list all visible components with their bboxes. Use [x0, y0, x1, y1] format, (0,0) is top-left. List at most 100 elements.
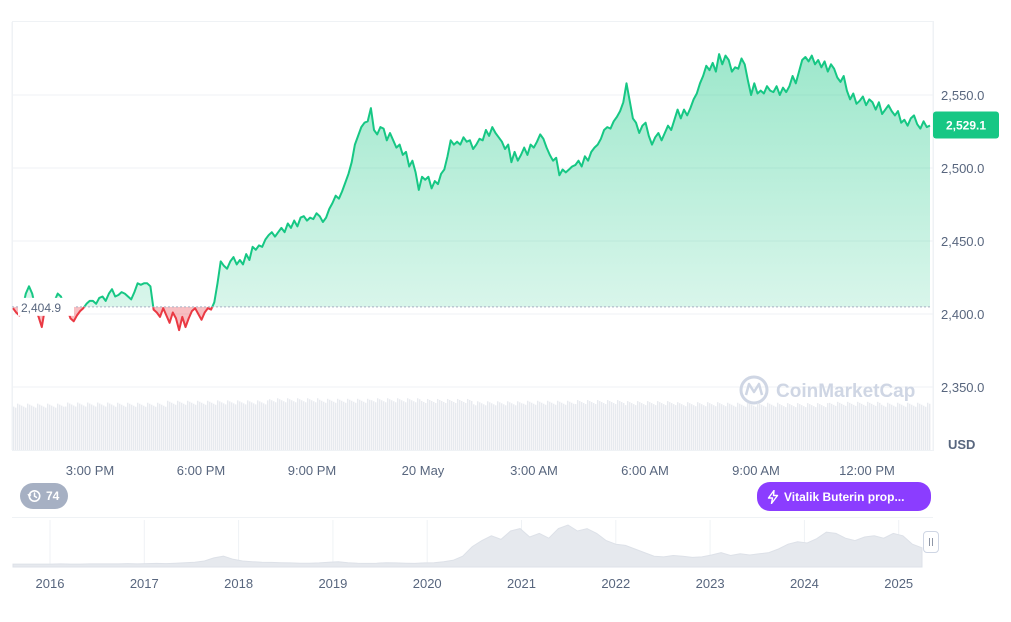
- volume-bar: [421, 400, 423, 450]
- volume-bar: [145, 406, 147, 450]
- volume-bar: [591, 402, 593, 450]
- volume-bar: [233, 403, 235, 450]
- volume-bar: [213, 403, 215, 450]
- volume-bar: [611, 402, 613, 450]
- volume-bar: [113, 405, 115, 450]
- volume-bar: [419, 399, 421, 450]
- volume-bar: [577, 400, 579, 450]
- volume-bar: [583, 403, 585, 450]
- volume-bar: [395, 402, 397, 450]
- volume-bar: [531, 402, 533, 450]
- volume-bar: [763, 405, 765, 450]
- volume-bar: [825, 407, 827, 450]
- volume-bar: [915, 406, 917, 450]
- volume-bar: [509, 402, 511, 450]
- volume-bar: [503, 404, 505, 450]
- volume-bar: [239, 401, 241, 450]
- volume-bar: [31, 405, 33, 450]
- volume-bar: [159, 403, 161, 450]
- volume-bar: [47, 403, 49, 450]
- volume-bar: [375, 402, 377, 450]
- volume-bar: [701, 404, 703, 450]
- volume-bar: [227, 400, 229, 450]
- volume-bar: [679, 403, 681, 450]
- volume-bar: [565, 404, 567, 450]
- volume-bar: [767, 402, 769, 450]
- volume-bar: [773, 405, 775, 450]
- volume-bar: [157, 402, 159, 450]
- volume-bar: [607, 400, 609, 450]
- volume-bar: [61, 405, 63, 450]
- volume-bar: [461, 400, 463, 450]
- volume-bar: [75, 406, 77, 450]
- volume-bar: [567, 400, 569, 450]
- volume-bar: [809, 404, 811, 450]
- volume-bar: [613, 403, 615, 450]
- volume-bar: [745, 406, 747, 450]
- volume-bar: [711, 404, 713, 450]
- volume-bar: [557, 400, 559, 450]
- overview-drag-handle[interactable]: [923, 531, 939, 553]
- volume-bar: [323, 401, 325, 450]
- overview-year-label: 2021: [507, 576, 536, 591]
- volume-bar: [357, 398, 359, 450]
- volume-bar: [673, 404, 675, 450]
- volume-bar: [205, 404, 207, 450]
- volume-bar: [367, 398, 369, 450]
- volume-bar: [295, 402, 297, 450]
- volume-bar: [785, 407, 787, 450]
- volume-bar: [245, 404, 247, 450]
- volume-bar: [927, 402, 929, 450]
- volume-bar: [445, 402, 447, 450]
- volume-bar: [581, 402, 583, 450]
- volume-bar: [377, 398, 379, 450]
- volume-bar: [517, 401, 519, 450]
- volume-bar: [437, 398, 439, 450]
- volume-bar: [163, 405, 165, 450]
- volume-bar: [827, 403, 829, 450]
- volume-bar: [917, 402, 919, 450]
- overview-navigator[interactable]: 2016 2017 2018 2019 2020 2021 2022 2023 2024 2025: [12, 517, 933, 592]
- volume-bar: [653, 404, 655, 450]
- history-badge[interactable]: 74: [20, 483, 69, 509]
- volume-bar: [95, 406, 97, 450]
- volume-bar: [481, 403, 483, 450]
- volume-bar: [539, 401, 541, 450]
- overview-year-label: 2019: [318, 576, 347, 591]
- volume-bar: [101, 404, 103, 450]
- volume-bar: [601, 402, 603, 450]
- volume-bar: [625, 405, 627, 450]
- volume-bar: [405, 402, 407, 450]
- volume-bar: [305, 402, 307, 450]
- volume-bar: [529, 401, 531, 450]
- volume-bar: [597, 400, 599, 450]
- volume-bar: [645, 405, 647, 450]
- volume-bar: [249, 401, 251, 450]
- volume-bar: [261, 402, 263, 450]
- volume-bar: [515, 405, 517, 450]
- volume-bar: [685, 406, 687, 450]
- volume-bar: [909, 403, 911, 450]
- volume-bar: [441, 400, 443, 450]
- volume-bar: [533, 403, 535, 450]
- volume-bar: [351, 400, 353, 450]
- volume-bar: [913, 405, 915, 450]
- volume-bar: [21, 405, 23, 450]
- volume-bar: [823, 406, 825, 450]
- volume-bar: [569, 401, 571, 450]
- volume-bar: [579, 401, 581, 450]
- volume-bar: [73, 405, 75, 450]
- volume-bar: [851, 403, 853, 450]
- volume-bar: [319, 399, 321, 450]
- volume-bar: [13, 406, 15, 450]
- watermark-text: CoinMarketCap: [776, 381, 915, 402]
- volume-bar: [465, 402, 467, 450]
- volume-bar: [383, 401, 385, 450]
- news-badge[interactable]: Vitalik Buterin prop...: [757, 482, 931, 511]
- volume-bar: [497, 401, 499, 450]
- volume-bar: [691, 404, 693, 450]
- volume-bar: [365, 402, 367, 450]
- volume-bar: [907, 402, 909, 450]
- volume-bar: [541, 402, 543, 450]
